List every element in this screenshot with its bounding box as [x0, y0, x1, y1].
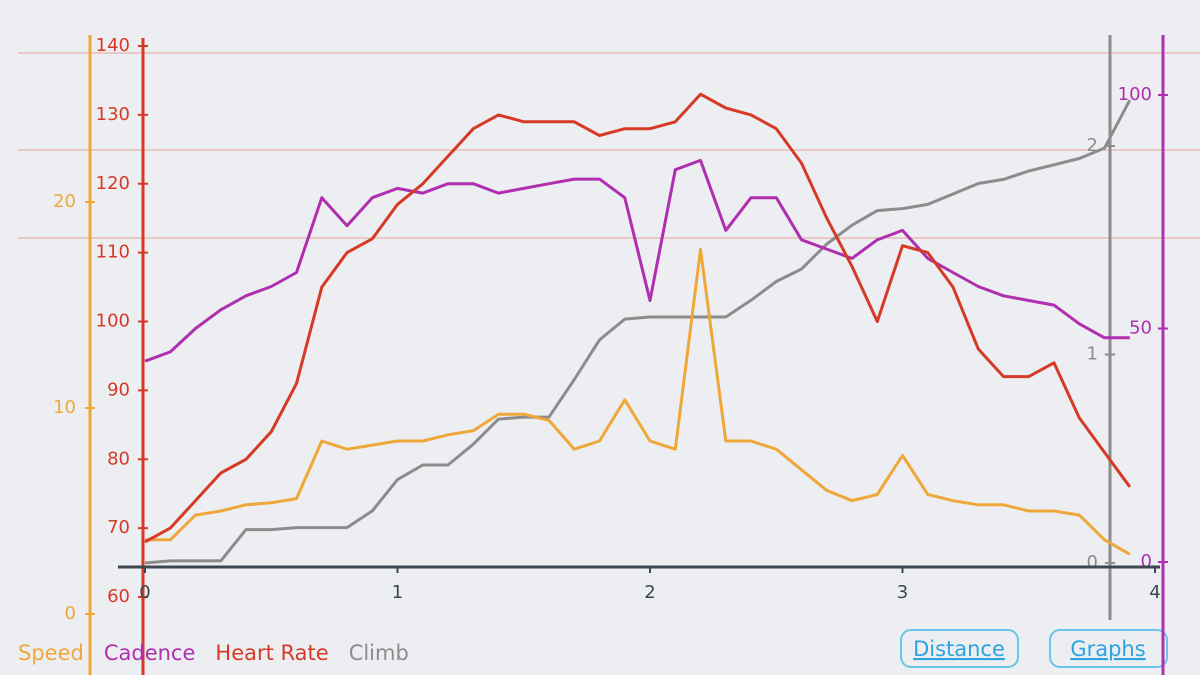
y-tick-label: 120 [96, 173, 130, 194]
y-tick-label: 60 [107, 586, 130, 607]
y-tick-label: 0 [1141, 551, 1152, 572]
y-tick-label: 100 [96, 311, 130, 332]
y-tick-label: 1 [1087, 344, 1098, 365]
button-bar: Distance Graphs [900, 629, 1168, 668]
y-tick-label: 70 [107, 517, 130, 538]
graphs-button[interactable] [1049, 629, 1168, 668]
graphs-button-label[interactable]: Graphs [1070, 637, 1145, 661]
x-tick-label: 2 [644, 582, 655, 603]
series-line [144, 92, 1132, 544]
legend-entry: Climb [349, 641, 409, 665]
distance-button-label[interactable]: Distance [913, 637, 1005, 661]
y-tick-label: 20 [53, 191, 76, 212]
y-tick-label: 10 [53, 397, 76, 418]
x-tick-label: 4 [1149, 582, 1160, 603]
y-tick-label: 140 [96, 35, 130, 56]
series-line [144, 99, 1132, 565]
x-tick-label: 1 [392, 582, 403, 603]
x-tick-label: 3 [897, 582, 908, 603]
x-tick-label: 0 [139, 582, 150, 603]
y-tick-label: 80 [107, 448, 130, 469]
distance-button[interactable] [900, 629, 1019, 668]
legend-entry: Speed [18, 641, 84, 665]
series-line [144, 158, 1130, 363]
y-tick-label: 100 [1118, 84, 1152, 105]
y-tick-label: 0 [1087, 552, 1098, 573]
y-tick-label: 110 [96, 242, 130, 263]
y-tick-label: 130 [96, 104, 130, 125]
legend-entry: Heart Rate [215, 641, 328, 665]
y-tick-label: 2 [1087, 135, 1098, 156]
series-line [145, 247, 1131, 556]
y-tick-label: 0 [65, 603, 76, 624]
y-tick-label: 50 [1129, 318, 1152, 339]
legend-entry: Cadence [104, 641, 196, 665]
y-tick-label: 90 [107, 379, 130, 400]
